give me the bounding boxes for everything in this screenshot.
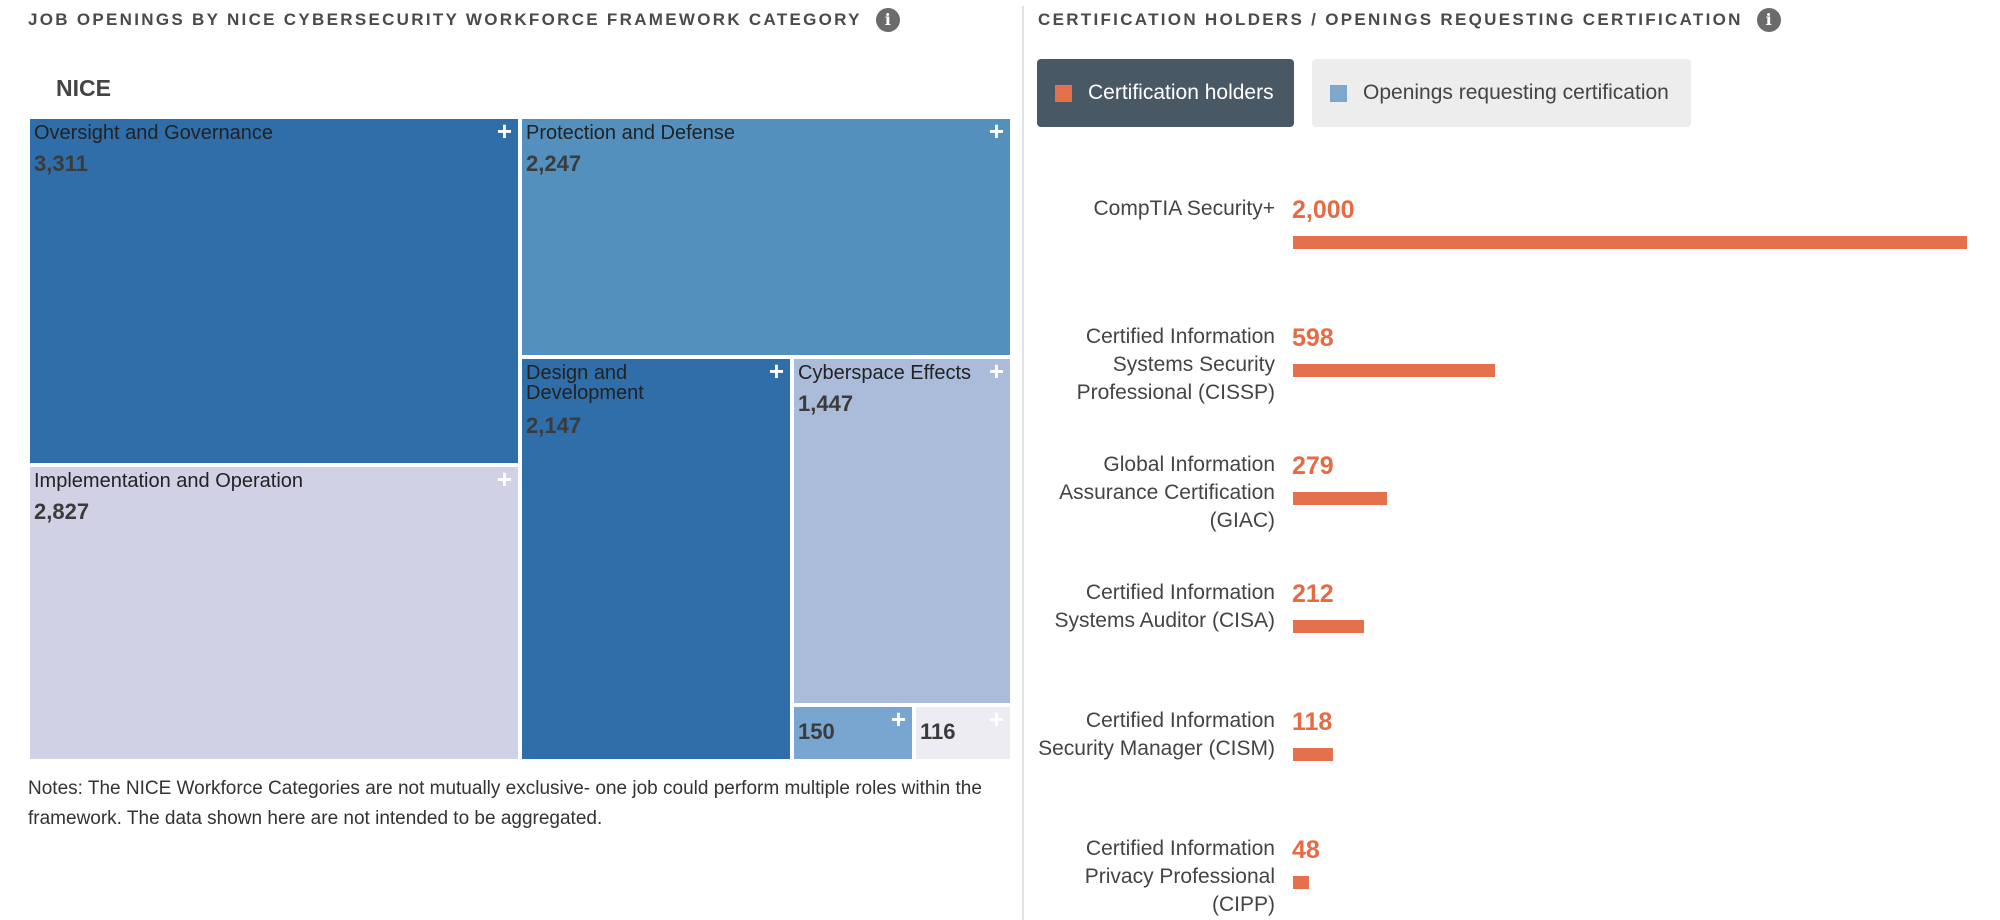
tile-value: 116 — [920, 719, 956, 744]
bar-category-label: Certified Information Systems Security Pro… — [1077, 323, 1275, 407]
bar-category-label: Certified Information Security Manager (C… — [1038, 707, 1275, 763]
bar-category-label: Certified Information Privacy Professiona… — [1085, 835, 1275, 919]
treemap-panel-title: JOB OPENINGS BY NICE CYBERSECURITY WORKF… — [28, 8, 900, 32]
expand-plus-icon[interactable]: + — [988, 357, 1004, 386]
tile-label: Design and Development — [526, 362, 644, 404]
tile-value: 150 — [798, 719, 835, 744]
tile-value: 1,447 — [798, 391, 854, 416]
bar-category-label-line: Systems Security — [1112, 353, 1275, 376]
legend-certification-holders-button[interactable]: Certification holders — [1037, 59, 1294, 127]
expand-plus-icon[interactable]: + — [988, 705, 1004, 734]
legend-openings-button[interactable]: Openings requesting certification — [1312, 59, 1691, 127]
bar-category-label-line: CompTIA Security+ — [1093, 197, 1275, 220]
expand-plus-icon[interactable]: + — [890, 705, 906, 734]
expand-plus-icon[interactable]: + — [496, 465, 512, 494]
expand-plus-icon[interactable]: + — [496, 117, 512, 146]
panel-divider — [1022, 6, 1024, 920]
bar-category-label-line: Professional (CISSP) — [1076, 381, 1275, 404]
bar-category-label-line: (CIPP) — [1212, 893, 1275, 916]
tile-value: 2,247 — [526, 151, 582, 176]
bar-category-label-line: Certified Information — [1085, 325, 1275, 348]
bar-category-label-line: Certified Information — [1085, 837, 1275, 860]
legend-label: Openings requesting certification — [1363, 81, 1669, 104]
bar[interactable] — [1293, 236, 1967, 249]
bar-title-text: CERTIFICATION HOLDERS / OPENINGS REQUEST… — [1038, 10, 1743, 29]
bar-category-label: CompTIA Security+ — [1094, 195, 1275, 223]
bar-category-label: Global Information Assurance Certificatio… — [1059, 451, 1275, 535]
bar[interactable] — [1293, 364, 1495, 377]
expand-plus-icon[interactable]: + — [768, 357, 784, 386]
tile-value: 2,827 — [34, 499, 90, 524]
treemap-tile-implementation-operation[interactable]: Implementation and Operation 2,827 + — [28, 465, 520, 761]
treemap-tile-protection-defense[interactable]: Protection and Defense 2,247 + — [520, 117, 1012, 357]
legend-swatch-orange — [1055, 84, 1072, 102]
bar-value-label: 598 — [1292, 324, 1334, 352]
info-icon[interactable]: i — [875, 8, 900, 32]
treemap-tile-cyberspace-effects[interactable]: Cyberspace Effects 1,447 + — [792, 357, 1012, 705]
treemap-tile-small-116[interactable]: 116 + — [914, 705, 1012, 761]
tile-value: 3,311 — [34, 151, 88, 176]
bar-value-label: 212 — [1292, 580, 1334, 608]
tile-value: 2,147 — [526, 413, 582, 438]
treemap-tile-oversight-governance[interactable]: Oversight and Governance 3,311 + — [28, 117, 520, 465]
bar-category-label-line: (GIAC) — [1209, 509, 1275, 532]
tile-label: Oversight and Governance — [34, 122, 274, 144]
bar-category-label: Certified Information Systems Auditor (CI… — [1054, 579, 1275, 635]
bar-category-label-line: Assurance Certification — [1059, 481, 1275, 504]
bar-panel-title: CERTIFICATION HOLDERS / OPENINGS REQUEST… — [1038, 8, 1781, 32]
bar[interactable] — [1293, 876, 1309, 889]
bar-value-label: 48 — [1292, 836, 1320, 864]
bar-value-label: 118 — [1292, 708, 1333, 736]
treemap-tile-small-150[interactable]: 150 + — [792, 705, 914, 761]
tile-label: Protection and Defense — [526, 122, 736, 144]
bar[interactable] — [1293, 492, 1387, 505]
bar-category-label-line: Security Manager (CISM) — [1038, 737, 1275, 760]
tile-label: Cyberspace Effects — [798, 362, 972, 384]
treemap: Oversight and Governance 3,311 + Impleme… — [28, 117, 1012, 761]
bar-category-label-line: Global Information — [1103, 453, 1275, 476]
bar-value-label: 2,000 — [1292, 196, 1355, 224]
bar-category-label-line: Certified Information — [1085, 581, 1275, 604]
bar-category-label-line: Certified Information — [1085, 709, 1275, 732]
bar[interactable] — [1293, 748, 1333, 761]
info-icon[interactable]: i — [1756, 8, 1781, 32]
bar-value-label: 279 — [1292, 452, 1334, 480]
treemap-breadcrumb[interactable]: NICE — [56, 75, 111, 101]
treemap-title-text: JOB OPENINGS BY NICE CYBERSECURITY WORKF… — [28, 10, 862, 29]
bar-category-label-line: Systems Auditor (CISA) — [1054, 609, 1275, 632]
expand-plus-icon[interactable]: + — [988, 117, 1004, 146]
tile-label: Implementation and Operation — [34, 470, 304, 492]
treemap-tile-design-development[interactable]: Design and Development 2,147 + — [520, 357, 792, 761]
legend-label: Certification holders — [1088, 81, 1274, 104]
bar-category-label-line: Privacy Professional — [1084, 865, 1275, 888]
bar[interactable] — [1293, 620, 1364, 633]
legend-swatch-blue — [1330, 84, 1347, 102]
treemap-notes: Notes: The NICE Workforce Categories are… — [28, 778, 982, 829]
